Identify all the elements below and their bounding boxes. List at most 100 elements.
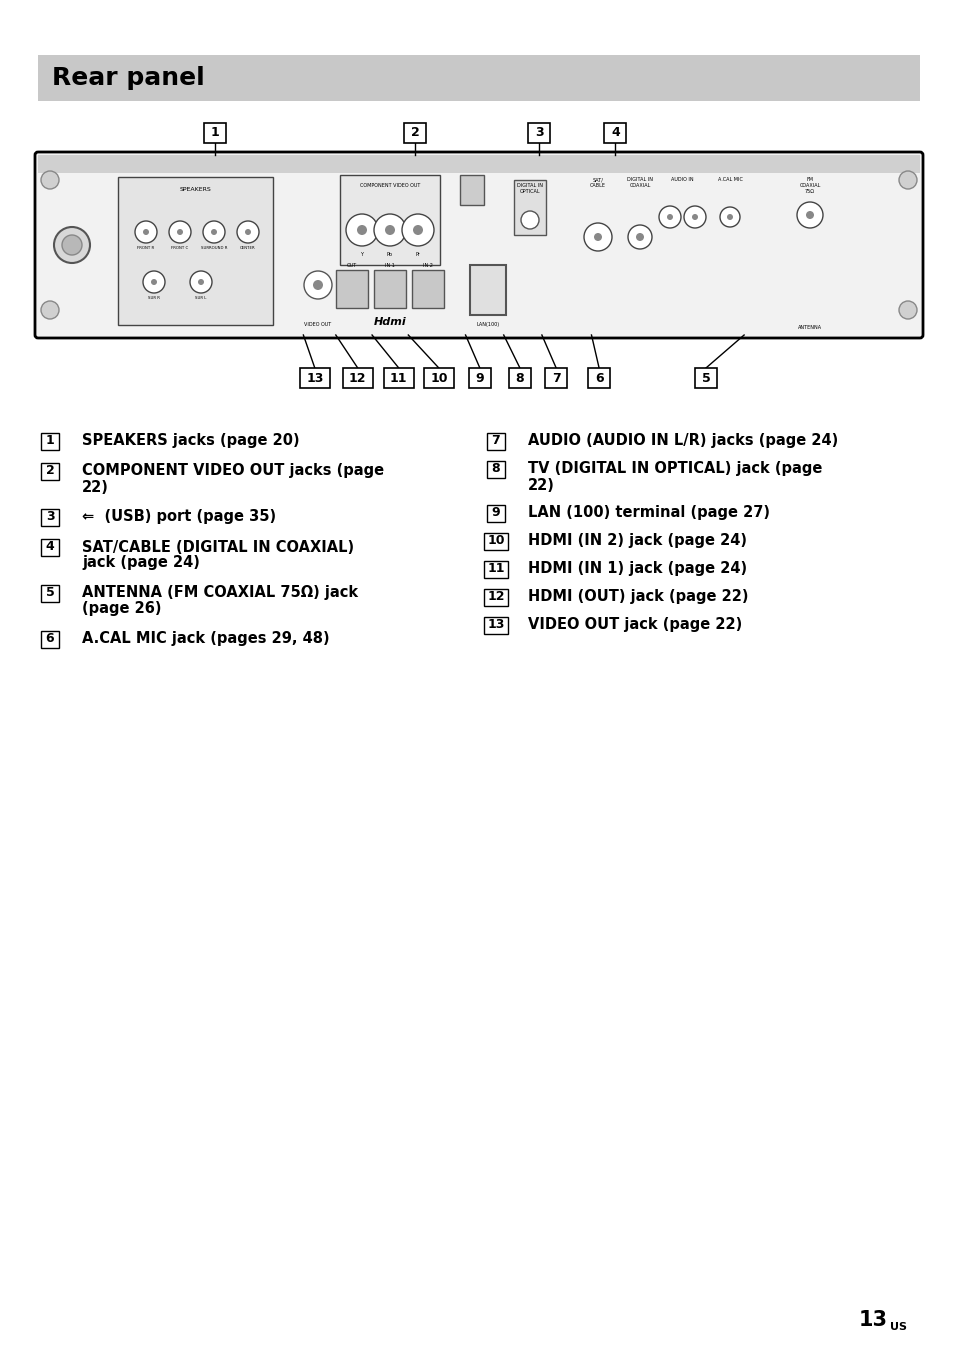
Bar: [41, 462, 59, 480]
Bar: [470, 265, 505, 315]
Bar: [203, 123, 226, 143]
Circle shape: [190, 270, 212, 293]
Circle shape: [135, 220, 157, 243]
Circle shape: [401, 214, 434, 246]
Text: jack (page 24): jack (page 24): [82, 556, 200, 571]
Circle shape: [236, 220, 258, 243]
Text: FRONT R: FRONT R: [137, 246, 154, 250]
Text: 4: 4: [610, 127, 619, 139]
Bar: [374, 270, 406, 308]
Text: SAT/CABLE (DIGITAL IN COAXIAL): SAT/CABLE (DIGITAL IN COAXIAL): [82, 539, 354, 554]
Text: LAN(100): LAN(100): [476, 322, 499, 327]
Text: Rear panel: Rear panel: [52, 66, 205, 91]
Circle shape: [636, 233, 643, 241]
Bar: [486, 461, 504, 477]
Text: AUDIO (AUDIO IN L/R) jacks (page 24): AUDIO (AUDIO IN L/R) jacks (page 24): [527, 434, 838, 449]
Circle shape: [720, 207, 740, 227]
Text: SURROUND R: SURROUND R: [200, 246, 227, 250]
Text: LAN (100) terminal (page 27): LAN (100) terminal (page 27): [527, 506, 769, 521]
Circle shape: [41, 170, 59, 189]
Text: 8: 8: [491, 462, 499, 476]
Text: 13: 13: [487, 618, 504, 631]
Bar: [508, 368, 531, 388]
Circle shape: [41, 301, 59, 319]
Bar: [403, 123, 426, 143]
Circle shape: [143, 270, 165, 293]
Text: 22): 22): [527, 477, 555, 492]
Text: COMPONENT VIDEO OUT: COMPONENT VIDEO OUT: [359, 183, 419, 188]
Bar: [335, 270, 368, 308]
Bar: [41, 630, 59, 648]
Circle shape: [211, 228, 216, 235]
Text: 7: 7: [491, 434, 500, 448]
Text: 10: 10: [430, 372, 447, 384]
Text: 2: 2: [46, 465, 54, 477]
Bar: [383, 368, 414, 388]
Text: VIDEO OUT: VIDEO OUT: [304, 322, 332, 327]
Bar: [544, 368, 567, 388]
Circle shape: [898, 301, 916, 319]
Text: 3: 3: [46, 511, 54, 523]
Bar: [486, 504, 504, 522]
Bar: [468, 368, 491, 388]
Bar: [412, 270, 443, 308]
Bar: [41, 538, 59, 556]
Text: ANTENNA: ANTENNA: [797, 324, 821, 330]
Text: SPEAKERS: SPEAKERS: [179, 187, 212, 192]
Bar: [514, 180, 545, 235]
Bar: [587, 368, 610, 388]
Text: ⇐  (USB) port (page 35): ⇐ (USB) port (page 35): [82, 510, 275, 525]
Bar: [603, 123, 626, 143]
Circle shape: [203, 220, 225, 243]
Circle shape: [898, 170, 916, 189]
Text: 12: 12: [349, 372, 366, 384]
Circle shape: [143, 228, 149, 235]
Circle shape: [198, 279, 204, 285]
Text: 9: 9: [475, 372, 484, 384]
Bar: [483, 588, 507, 606]
Text: 22): 22): [82, 480, 109, 495]
Text: IN 1: IN 1: [385, 264, 395, 268]
Text: SUR L: SUR L: [195, 296, 207, 300]
Circle shape: [583, 223, 612, 251]
Text: Y: Y: [360, 251, 363, 257]
Bar: [339, 174, 439, 265]
Text: 13: 13: [858, 1310, 887, 1330]
Text: 3: 3: [534, 127, 543, 139]
Text: 1: 1: [46, 434, 54, 448]
Circle shape: [169, 220, 191, 243]
Circle shape: [313, 280, 323, 289]
Text: 4: 4: [46, 541, 54, 553]
Text: 12: 12: [487, 591, 504, 603]
Text: 13: 13: [306, 372, 323, 384]
Text: 5: 5: [46, 587, 54, 599]
Text: 9: 9: [491, 507, 499, 519]
Circle shape: [151, 279, 157, 285]
Text: DIGITAL IN
OPTICAL: DIGITAL IN OPTICAL: [517, 183, 542, 193]
Text: 11: 11: [487, 562, 504, 576]
Circle shape: [177, 228, 183, 235]
Text: Pb: Pb: [387, 251, 393, 257]
Circle shape: [691, 214, 698, 220]
FancyBboxPatch shape: [35, 151, 923, 338]
Text: COMPONENT VIDEO OUT jacks (page: COMPONENT VIDEO OUT jacks (page: [82, 464, 384, 479]
Circle shape: [374, 214, 406, 246]
Text: 2: 2: [410, 127, 419, 139]
Bar: [527, 123, 550, 143]
Text: 6: 6: [46, 633, 54, 645]
Text: Pr: Pr: [416, 251, 420, 257]
Text: Hdmi: Hdmi: [374, 316, 406, 327]
Text: A.CAL MIC jack (pages 29, 48): A.CAL MIC jack (pages 29, 48): [82, 631, 330, 646]
Circle shape: [346, 214, 377, 246]
Text: A.CAL MIC: A.CAL MIC: [717, 177, 741, 183]
Bar: [41, 433, 59, 449]
Text: HDMI (IN 2) jack (page 24): HDMI (IN 2) jack (page 24): [527, 534, 746, 549]
Text: IN 2: IN 2: [422, 264, 433, 268]
Text: TV (DIGITAL IN OPTICAL) jack (page: TV (DIGITAL IN OPTICAL) jack (page: [527, 461, 821, 476]
Circle shape: [356, 224, 367, 235]
Bar: [459, 174, 483, 206]
Text: SAT/
CABLE: SAT/ CABLE: [589, 177, 605, 188]
Text: SUR R: SUR R: [148, 296, 160, 300]
Text: US: US: [889, 1322, 906, 1332]
Circle shape: [62, 235, 82, 256]
